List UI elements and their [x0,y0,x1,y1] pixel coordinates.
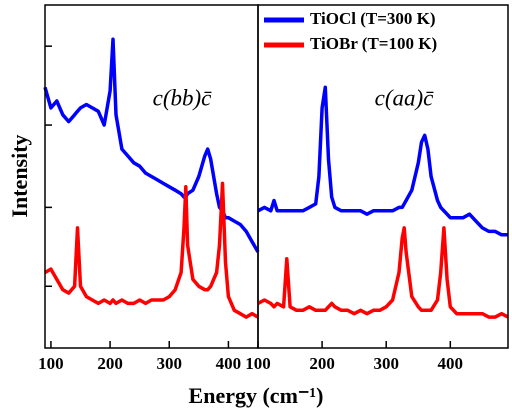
legend-label: TiOCl (T=300 K) [310,9,436,28]
annotation: c(aa)c̄ [375,85,434,110]
x-tick-label: 100 [38,354,64,373]
y-axis-label: Intensity [7,134,32,217]
series-line [257,226,509,319]
series-line [44,181,259,319]
legend-label: TiOBr (T=100 K) [310,34,437,53]
x-tick-label: 200 [309,354,335,373]
x-tick-label: 400 [216,354,242,373]
plot-frame [257,4,509,349]
x-axis-label: Energy (cm⁻¹) [189,383,324,408]
annotation: c(bb)c̄ [153,85,212,110]
x-tick-label: 300 [373,354,399,373]
x-tick-label: 100 [245,354,271,373]
x-tick-label: 200 [97,354,123,373]
x-tick-label: 300 [157,354,183,373]
series-line [43,37,260,253]
x-tick-label: 400 [438,354,464,373]
series-line [257,85,508,237]
